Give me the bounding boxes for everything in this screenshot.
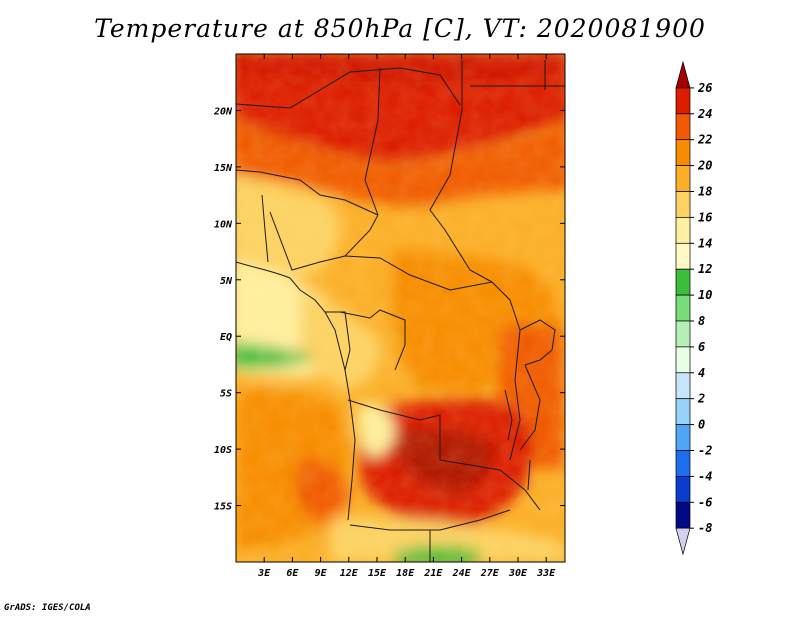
- colorbar-label: -6: [698, 495, 712, 509]
- y-tick-label: 20N: [213, 106, 233, 117]
- y-axis: 20N 15N 10N 5N EQ 5S 10S 15S: [213, 106, 565, 513]
- x-tick-label: 15E: [368, 568, 387, 579]
- colorbar-label: -4: [698, 469, 712, 483]
- colorbar-label: 4: [698, 366, 705, 380]
- x-tick-label: 12E: [340, 568, 359, 579]
- colorbar-label: 26: [697, 81, 712, 95]
- border-east-lakes: [519, 319, 556, 366]
- colorbar-label: 12: [698, 262, 712, 276]
- colorbar-label: 6: [698, 340, 705, 354]
- border-chad-sudan: [429, 60, 493, 283]
- colorbar-swatch: [675, 217, 691, 244]
- colorbar-swatch: [675, 191, 691, 218]
- colorbar-swatch: [675, 398, 691, 425]
- colorbar-swatch: [675, 372, 691, 400]
- colorbar-label: 14: [698, 236, 712, 250]
- border-mali-niger: [236, 169, 379, 216]
- border-car: [344, 255, 511, 301]
- map-frame: [235, 53, 566, 563]
- y-tick-label: 15S: [214, 502, 232, 513]
- border-nigeria-cameroon: [269, 211, 379, 271]
- country-boundaries: [236, 60, 565, 562]
- colorbar-label: -8: [698, 521, 712, 535]
- y-tick-label: 10S: [214, 445, 232, 456]
- colorbar-swatch: [675, 501, 691, 529]
- y-tick-label: 5N: [220, 276, 233, 287]
- colorbar-swatch: [675, 424, 691, 451]
- x-tick-label: 30E: [508, 568, 528, 579]
- colorbar-label: 0: [698, 418, 705, 432]
- colorbar-cap-bottom: [675, 527, 691, 556]
- border-gabon: [325, 311, 351, 371]
- colorbar-label: 2: [697, 392, 705, 406]
- border-niger-chad: [364, 67, 381, 216]
- colorbar-swatch: [675, 450, 691, 477]
- y-tick-label: 10N: [214, 219, 233, 230]
- x-tick-label: 9E: [315, 568, 328, 579]
- software-credit: GrADS: IGES/COLA: [4, 603, 91, 613]
- border-lake-malawi: [527, 459, 531, 491]
- colorbar-swatch: [675, 294, 691, 322]
- y-tick-label: 5S: [220, 389, 232, 400]
- colorbar-label: 24: [697, 107, 712, 121]
- border-drc-east: [509, 299, 521, 461]
- x-tick-label: 27E: [480, 568, 500, 579]
- y-tick-label: 15N: [214, 163, 233, 174]
- border-angola-namibia: [349, 509, 511, 531]
- colorbar-swatch: [675, 87, 691, 115]
- colorbar-label: 20: [697, 159, 712, 173]
- border-algeria-libya: [236, 67, 461, 109]
- colorbar-swatch: [675, 113, 691, 141]
- x-tick-label: 21E: [423, 568, 443, 579]
- border-lake-tanganyika: [504, 389, 513, 441]
- colorbar-label: 18: [698, 185, 712, 199]
- border-zambia: [469, 464, 541, 511]
- colorbar-swatch: [675, 346, 691, 374]
- colorbar-label: -2: [698, 444, 712, 458]
- x-tick-label: 24E: [452, 568, 472, 579]
- colorbar-swatch: [675, 165, 691, 192]
- colorbar-swatch: [675, 242, 691, 270]
- x-axis: 3E 6E 9E 12E 15E 18E 21E 24E 27E 30E 33E: [257, 54, 556, 579]
- temperature-field: [236, 54, 565, 562]
- x-tick-label: 33E: [536, 568, 556, 579]
- colorbar-swatch: [675, 268, 691, 296]
- x-tick-label: 18E: [396, 568, 415, 579]
- colorbar-label: 22: [697, 133, 712, 147]
- border-angola-north: [347, 399, 471, 466]
- border-coast-west: [236, 261, 356, 521]
- colorbar-label: 16: [698, 210, 712, 224]
- colorbar-label: 8: [698, 314, 705, 328]
- x-tick-label: 3E: [257, 568, 271, 579]
- colorbar-swatch: [675, 320, 691, 348]
- border-benin-togo: [261, 194, 269, 263]
- x-tick-label: 6E: [286, 568, 299, 579]
- y-tick-label: EQ: [220, 332, 232, 343]
- colorbar-swatch: [675, 139, 691, 166]
- colorbar-label: 10: [698, 288, 712, 302]
- colorbar-cap-top: [675, 60, 691, 89]
- chart-title: Temperature at 850hPa [C], VT: 202008190…: [94, 14, 706, 43]
- border-tanzania: [519, 364, 541, 451]
- field-texture: [236, 54, 565, 562]
- colorbar-swatch: [675, 476, 691, 503]
- border-congo-drc: [339, 309, 406, 371]
